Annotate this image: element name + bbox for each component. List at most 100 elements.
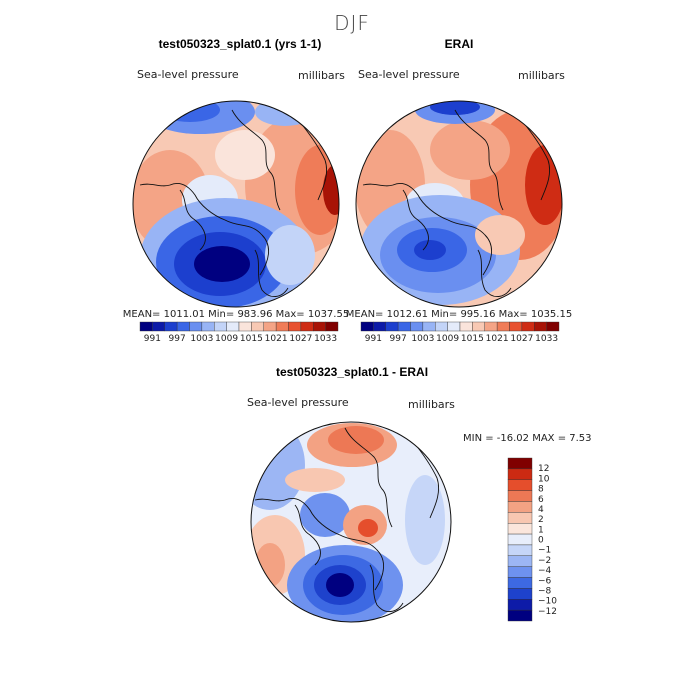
colorbar-tick-label: 1003 [411,334,434,344]
colorbar-tick-label: 1033 [535,334,558,344]
field-pos-north-core [328,426,384,454]
colorbar-tick-label: 1021 [265,334,288,344]
colorbar-tick-label: 10 [538,474,550,484]
panel-model-colorbar: 991 997 1003 1009 1015 1021 1027 1033 [139,321,339,344]
colorbar-tick-label: 997 [169,334,186,344]
colorbar-swatch [139,321,153,332]
colorbar-tick-label: 4 [538,505,544,515]
colorbar-swatch [164,321,178,332]
colorbar-swatch [472,321,485,332]
field-center-high [215,130,275,180]
panel-diff-units: millibars [408,398,455,411]
colorbar-swatch [507,468,533,480]
colorbar-swatch [288,321,302,332]
coastline [299,121,328,201]
colorbar-swatch [521,321,535,332]
panel-obs-units: millibars [518,69,565,82]
panel-obs-colorbar: 991 997 1003 1009 1015 1021 1027 1033 [360,321,560,344]
colorbar-tick-label: 991 [365,334,382,344]
colorbar-swatch [300,321,314,332]
coastline [344,427,393,528]
panel-diff-stats: MIN = -16.02 MAX = 7.53 [463,433,592,444]
panel-obs: ERAI Sea-level pressure millibars MEAN= … [346,37,572,344]
colorbar-tick-label: 6 [538,495,544,505]
colorbar-tick-label: 2 [538,515,544,525]
colorbar-swatch [360,321,374,332]
colorbar-swatch [176,321,190,332]
colorbar-tick-label: 991 [144,334,161,344]
colorbar-swatch [189,321,203,332]
colorbar-swatch [410,321,424,332]
field-center-high [430,120,510,180]
colorbar-swatch [263,321,277,332]
colorbar-tick-label: 1009 [215,334,238,344]
field-high-east-core [525,145,562,225]
coastline [254,498,384,591]
coastline [454,109,504,211]
colorbar-tick-label: −2 [538,556,551,566]
panel-diff: test050323_splat0.1 - ERAI Sea-level pre… [247,365,592,623]
colorbar-swatch [507,457,533,470]
field-min [326,573,354,597]
colorbar-tick-label: 1015 [240,334,263,344]
colorbar-tick-label: 1033 [314,334,337,344]
colorbar-swatch [226,321,240,332]
colorbar-swatch [435,321,448,332]
colorbar-tick-label: 1015 [461,334,484,344]
panel-model-units: millibars [298,69,345,82]
colorbar-swatch [275,321,289,332]
coastline [522,121,551,201]
colorbar-tick-label: 8 [538,485,544,495]
map-boundary [250,421,452,623]
field-min [194,246,250,282]
coastline [294,504,321,566]
coastline [402,189,429,251]
colorbar-swatch [313,321,326,332]
colorbar-tick-label: −8 [538,586,552,596]
colorbar-swatch [546,321,560,332]
colorbar-swatch [484,321,498,332]
panel-model-variable: Sea-level pressure [137,68,239,81]
colorbar-swatch [507,490,533,502]
panel-model-title: test050323_splat0.1 (yrs 1-1) [159,37,322,51]
colorbar-swatch [507,588,533,600]
field-low-east-shoulder [265,225,315,285]
season-title: DJF [334,11,370,35]
colorbar-tick-label: 1009 [436,334,459,344]
colorbar-tick-label: 1027 [510,334,533,344]
colorbar-swatch [397,321,411,332]
field-pos-center-core [358,519,378,537]
colorbar-swatch [496,321,510,332]
coastline [179,189,206,251]
colorbar-tick-label: 1 [538,525,544,535]
colorbar-swatch [507,566,533,578]
colorbar-swatch [507,577,533,589]
field-neg-center [300,493,350,537]
colorbar-tick-label: −10 [538,597,557,607]
colorbar-tick-label: −1 [538,546,551,556]
field-pos-northwest [285,468,345,492]
panel-diff-title: test050323_splat0.1 - ERAI [276,365,428,379]
colorbar-swatch [507,599,533,611]
colorbar-tick-label: 1027 [289,334,312,344]
colorbar-swatch [385,321,399,332]
colorbar-tick-label: 0 [538,536,544,546]
colorbar-swatch [507,479,533,491]
map-boundary [132,100,340,308]
coastline [139,183,269,276]
field-neg-east [405,475,445,565]
field-max [323,165,339,215]
panel-diff-map [251,422,451,622]
colorbar-swatch [201,321,215,332]
colorbar-swatch [373,321,386,332]
colorbar-tick-label: −4 [538,566,552,576]
panel-model-map [133,101,339,307]
colorbar-tick-label: 1021 [486,334,509,344]
colorbar-tick-label: −6 [538,576,552,586]
coastline [477,249,512,297]
colorbar-swatch [422,321,436,332]
panel-obs-map [356,101,562,307]
coastline [231,109,281,211]
colorbar-swatch [152,321,165,332]
